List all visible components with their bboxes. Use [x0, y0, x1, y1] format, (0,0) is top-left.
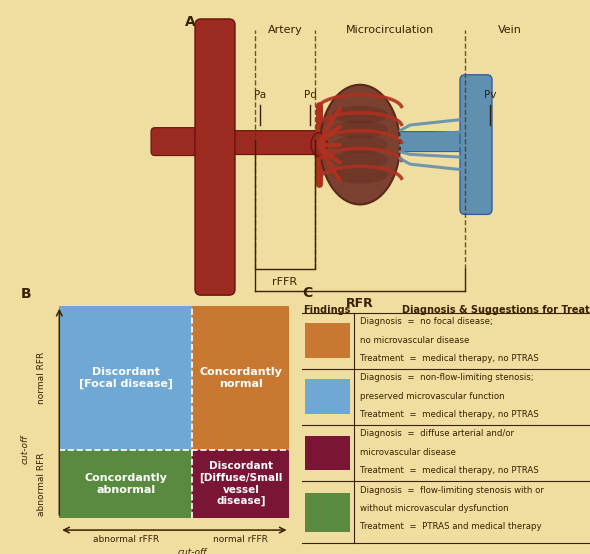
Bar [305, 379, 350, 414]
Text: normal rFFR: normal rFFR [214, 535, 268, 544]
Text: microvascular disease: microvascular disease [360, 448, 456, 457]
Text: normal RFR: normal RFR [37, 352, 46, 404]
Ellipse shape [332, 151, 388, 168]
Ellipse shape [332, 121, 388, 138]
FancyBboxPatch shape [460, 75, 492, 214]
Text: abnormal rFFR: abnormal rFFR [93, 535, 159, 544]
Bar [192, 450, 290, 518]
Text: Diagnosis  =  diffuse arterial and/or: Diagnosis = diffuse arterial and/or [360, 429, 514, 438]
FancyBboxPatch shape [151, 127, 227, 156]
Text: preserved microvascular function: preserved microvascular function [360, 392, 505, 401]
Text: Microcirculation: Microcirculation [346, 25, 434, 35]
Text: Treatment  =  PTRAS and medical therapy: Treatment = PTRAS and medical therapy [360, 522, 542, 531]
Text: Artery: Artery [268, 25, 302, 35]
Text: Pa: Pa [254, 90, 266, 100]
Text: cut-off: cut-off [20, 435, 29, 464]
Bar [59, 450, 192, 518]
Text: RFR: RFR [346, 297, 374, 310]
Bar [305, 435, 350, 470]
Bar [59, 306, 192, 450]
Text: Pv: Pv [484, 90, 496, 100]
Bar [305, 324, 350, 358]
Bar [192, 306, 290, 450]
Text: Discordant
[Diffuse/Small
vessel
disease]: Discordant [Diffuse/Small vessel disease… [199, 461, 283, 506]
Text: Vein: Vein [498, 25, 522, 35]
Text: Diagnosis  =  no focal disease;: Diagnosis = no focal disease; [360, 317, 493, 326]
Text: cut-off: cut-off [178, 548, 207, 554]
Ellipse shape [332, 136, 388, 153]
FancyBboxPatch shape [195, 19, 235, 295]
Text: Treatment  =  medical therapy, no PTRAS: Treatment = medical therapy, no PTRAS [360, 466, 539, 475]
Text: without microvascular dysfunction: without microvascular dysfunction [360, 504, 509, 513]
Text: Diagnosis  =  flow-limiting stenosis with or: Diagnosis = flow-limiting stenosis with … [360, 485, 544, 495]
Text: Findings: Findings [303, 305, 350, 315]
Ellipse shape [320, 85, 400, 204]
Ellipse shape [332, 106, 388, 124]
Ellipse shape [332, 166, 388, 183]
Text: Concordantly
abnormal: Concordantly abnormal [84, 473, 168, 495]
Text: abnormal RFR: abnormal RFR [37, 452, 46, 516]
Bar [305, 493, 350, 531]
Text: Concordantly
normal: Concordantly normal [199, 367, 283, 388]
Text: Discordant
[Focal disease]: Discordant [Focal disease] [79, 367, 173, 389]
Text: rFFR: rFFR [273, 277, 297, 287]
Text: C: C [302, 286, 313, 300]
Ellipse shape [311, 132, 327, 157]
Text: Diagnosis  =  non-flow-limiting stenosis;: Diagnosis = non-flow-limiting stenosis; [360, 373, 534, 382]
FancyBboxPatch shape [397, 132, 468, 152]
Text: Treatment  =  medical therapy, no PTRAS: Treatment = medical therapy, no PTRAS [360, 410, 539, 419]
Text: no microvascular disease: no microvascular disease [360, 336, 470, 345]
Text: B: B [21, 288, 31, 301]
Text: Treatment  =  medical therapy, no PTRAS: Treatment = medical therapy, no PTRAS [360, 354, 539, 363]
Text: Diagnosis & Suggestions for Treatment: Diagnosis & Suggestions for Treatment [402, 305, 590, 315]
Text: Pd: Pd [304, 90, 316, 100]
Text: A: A [185, 15, 196, 29]
FancyBboxPatch shape [226, 131, 322, 155]
